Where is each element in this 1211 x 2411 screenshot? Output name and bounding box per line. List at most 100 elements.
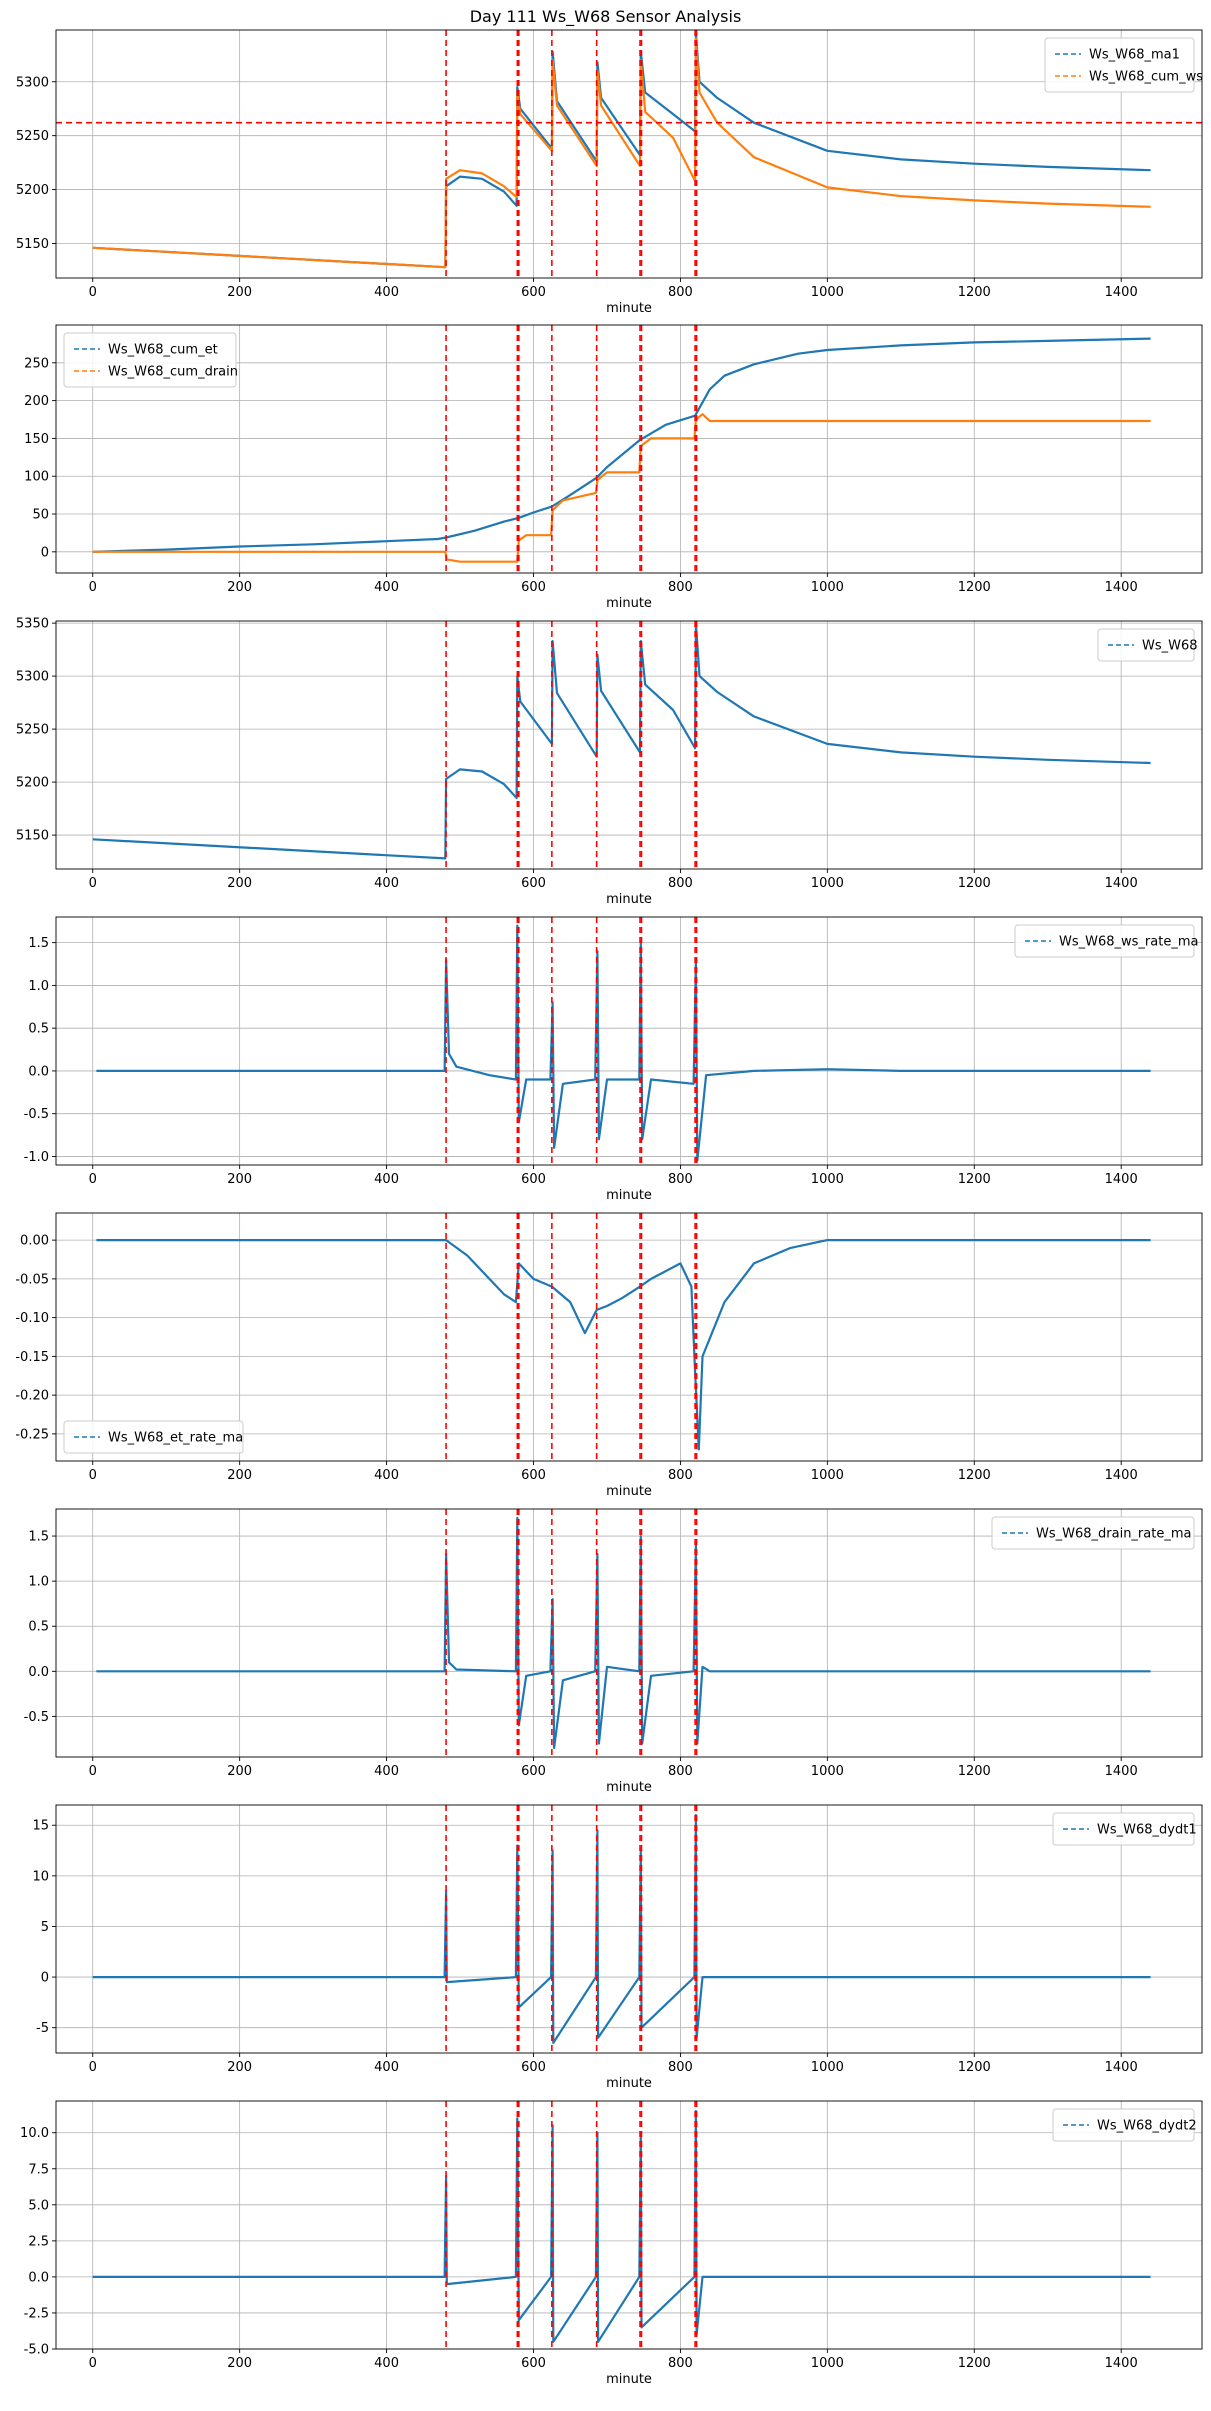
legend-label: Ws_W68_cum_drain	[108, 365, 238, 380]
axes-frame	[55, 620, 1203, 870]
x-tick-label: 1000	[811, 1468, 844, 1483]
plot-area	[96, 1213, 1151, 1461]
x-tick-label: 600	[521, 2356, 546, 2371]
subplot-7: 0 200 400 600 800 1000 1200 1400 -5 0 5 10 15 minute W…	[32, 1804, 1203, 2091]
x-tick-label: 600	[521, 285, 546, 300]
y-tick-label: -0.10	[15, 1311, 49, 1326]
x-tick-label: 600	[521, 580, 546, 595]
y-tick-label: 250	[24, 356, 49, 371]
x-tick-label: 200	[227, 285, 252, 300]
x-tick-label: 1400	[1105, 285, 1138, 300]
x-tick-label: 0	[89, 1764, 97, 1779]
y-tick-label: 0.5	[28, 1620, 49, 1635]
legend-box	[1052, 1812, 1195, 1846]
x-tick-label: 600	[521, 1172, 546, 1187]
y-tick-label: 0.0	[28, 1064, 49, 1079]
x-tick-label: 400	[374, 580, 399, 595]
series-line-Ws_W68_dydt1	[92, 1814, 1151, 2044]
series-line-Ws_W68_et_rate_ma	[96, 1239, 1151, 1451]
y-tick-label: 10	[32, 1869, 49, 1884]
y-tick-label: -2.5	[24, 2306, 49, 2321]
x-tick-label: 0	[89, 2060, 97, 2075]
y-tick-label: 5200	[16, 183, 49, 198]
y-tick-label: 0.0	[28, 2270, 49, 2285]
axes-frame	[55, 2100, 1203, 2350]
x-axis-label: minute	[606, 1484, 652, 1499]
x-axis-label: minute	[606, 2076, 652, 2091]
x-tick-label: 1400	[1105, 2356, 1138, 2371]
axes-frame	[55, 916, 1203, 1166]
x-tick-label: 1000	[811, 1764, 844, 1779]
y-tick-label: -0.5	[24, 1710, 49, 1725]
subplot-3: 0 200 400 600 800 1000 1200 1400 5150 5200 5250 530…	[16, 617, 1203, 907]
y-tick-label: 7.5	[28, 2162, 49, 2177]
axes-frame	[55, 324, 1203, 574]
x-tick-label: 400	[374, 876, 399, 891]
y-tick-label: 200	[24, 394, 49, 409]
legend-label: Ws_W68_dydt2	[1097, 2119, 1197, 2134]
y-tick-label: -0.05	[15, 1272, 49, 1287]
y-tick-label: 0	[41, 545, 49, 560]
y-tick-label: 0.5	[28, 1022, 49, 1037]
y-tick-label: 1.5	[28, 936, 49, 951]
axes-frame	[55, 1804, 1203, 2054]
x-tick-label: 1200	[958, 1172, 991, 1187]
y-tick-label: -0.15	[15, 1350, 49, 1365]
x-tick-label: 800	[668, 2060, 693, 2075]
series-line-Ws_W68_dydt2	[92, 2110, 1151, 2343]
y-tick-label: -5	[36, 2021, 49, 2036]
legend-label: Ws_W68_ws_rate_ma	[1059, 935, 1198, 950]
x-tick-label: 0	[89, 876, 97, 891]
x-tick-label: 400	[374, 1764, 399, 1779]
y-tick-label: 1.0	[28, 979, 49, 994]
series-line-Ws_W68_ma1	[92, 32, 1151, 269]
x-tick-label: 1000	[811, 1172, 844, 1187]
x-tick-label: 1200	[958, 580, 991, 595]
x-tick-label: 1400	[1105, 2060, 1138, 2075]
legend-label: Ws_W68_dydt1	[1097, 1823, 1197, 1838]
x-tick-label: 1000	[811, 2060, 844, 2075]
x-tick-label: 1200	[958, 285, 991, 300]
y-tick-label: 5200	[16, 776, 49, 791]
legend: Ws_W68_cum_et Ws_W68_cum_drain	[63, 332, 238, 388]
y-tick-label: 5350	[16, 617, 49, 632]
axes-frame	[55, 1508, 1203, 1758]
y-tick-label: 0	[41, 1971, 49, 1986]
y-tick-label: 5150	[16, 829, 49, 844]
legend-box	[1097, 628, 1195, 662]
y-tick-label: -0.20	[15, 1389, 49, 1404]
y-tick-label: 5250	[16, 129, 49, 144]
x-tick-label: 800	[668, 876, 693, 891]
legend: Ws_W68_ws_rate_ma	[1014, 924, 1198, 958]
subplot-1: 0 200 400 600 800 1000 1200 1400 5150 5200 5250 530…	[16, 29, 1203, 316]
x-tick-label: 1000	[811, 2356, 844, 2371]
y-tick-label: 15	[32, 1819, 49, 1834]
legend: Ws_W68	[1097, 628, 1198, 662]
legend: Ws_W68_dydt2	[1052, 2108, 1197, 2142]
series-line-Ws_W68_cum_drain	[92, 413, 1151, 563]
legend-label: Ws_W68_cum_ws	[1089, 70, 1203, 85]
axes-frame	[55, 1212, 1203, 1462]
x-axis-label: minute	[606, 596, 652, 611]
x-tick-label: 1200	[958, 2060, 991, 2075]
y-tick-label: 5	[41, 1920, 49, 1935]
x-tick-label: 400	[374, 1172, 399, 1187]
x-tick-label: 600	[521, 1764, 546, 1779]
x-tick-label: 0	[89, 1172, 97, 1187]
x-tick-label: 800	[668, 1468, 693, 1483]
series-line-Ws_W68_cum_ws	[92, 37, 1151, 269]
plot-area	[92, 621, 1151, 869]
y-tick-label: 5300	[16, 75, 49, 90]
y-tick-label: 10.0	[20, 2126, 49, 2141]
y-tick-label: 5150	[16, 237, 49, 252]
x-tick-label: 0	[89, 1468, 97, 1483]
plot-area	[56, 30, 1202, 278]
y-tick-label: -5.0	[24, 2343, 49, 2358]
x-tick-label: 200	[227, 1764, 252, 1779]
x-tick-label: 200	[227, 2356, 252, 2371]
x-tick-label: 800	[668, 285, 693, 300]
legend-label: Ws_W68_drain_rate_ma	[1036, 1527, 1191, 1542]
y-tick-label: 5.0	[28, 2198, 49, 2213]
legend-box	[1044, 37, 1195, 93]
x-tick-label: 1000	[811, 580, 844, 595]
